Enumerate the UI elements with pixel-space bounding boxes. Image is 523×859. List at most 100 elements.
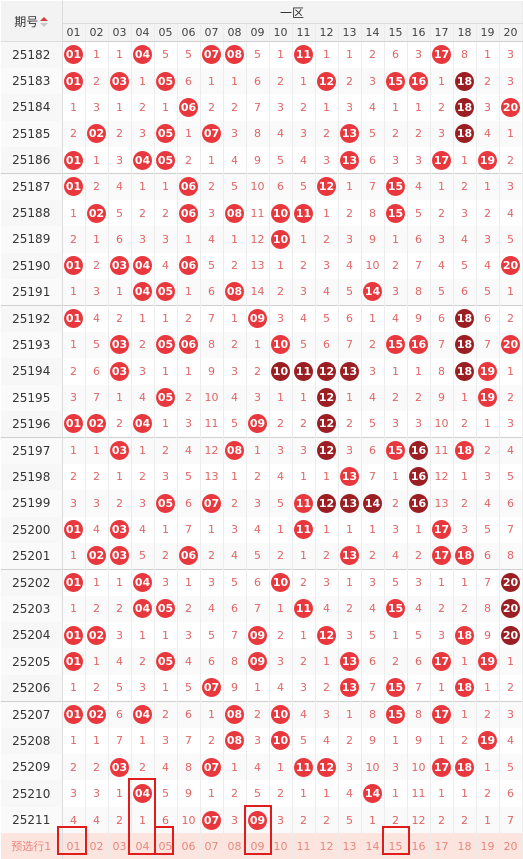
prediction-cell-19[interactable]: 19	[476, 833, 500, 859]
miss-count-cell: 11	[430, 436, 454, 464]
miss-count-cell: 1	[292, 542, 316, 570]
miss-count-cell: 3	[223, 806, 247, 834]
drawn-number-ball: 09	[248, 652, 267, 672]
miss-count-cell: 2	[62, 358, 86, 385]
drawn-number-ball: 12	[317, 71, 336, 91]
miss-count-cell: 1	[85, 727, 109, 755]
miss-count-cell: 4	[62, 806, 86, 834]
drawn-number-cell: 19	[476, 384, 500, 411]
drawn-number-ball: 17	[432, 45, 451, 65]
miss-count-cell: 2	[62, 754, 86, 781]
drawn-number-ball: 10	[271, 203, 290, 223]
miss-count-cell: 9	[476, 622, 500, 649]
prediction-cell-07[interactable]: 07	[200, 833, 224, 859]
drawn-number-ball: 05	[156, 652, 175, 672]
miss-count-cell: 6	[476, 304, 500, 332]
miss-count-cell: 4	[430, 252, 454, 280]
prediction-cell-13[interactable]: 13	[338, 833, 362, 859]
drawn-number-cell: 06	[177, 172, 201, 200]
drawn-number-cell: 04	[131, 568, 155, 596]
prediction-cell-09[interactable]: 09	[246, 833, 270, 859]
prediction-cell-20[interactable]: 20	[499, 833, 523, 859]
column-header-14: 14	[361, 23, 385, 42]
prediction-cell-17[interactable]: 17	[430, 833, 454, 859]
drawn-number-cell: 13	[338, 542, 362, 570]
drawn-number-ball: 01	[64, 414, 83, 434]
miss-count-cell: 6	[177, 700, 201, 728]
prediction-cell-02[interactable]: 02	[85, 833, 109, 859]
prediction-cell-01[interactable]: 01	[62, 833, 86, 859]
miss-count-cell: 4	[499, 199, 523, 227]
drawn-number-ball: 08	[225, 203, 244, 223]
miss-count-cell: 1	[246, 331, 270, 359]
prediction-cell-16[interactable]: 16	[407, 833, 431, 859]
prediction-cell-11[interactable]: 11	[292, 833, 316, 859]
miss-count-cell: 2	[269, 67, 293, 95]
miss-count-cell: 1	[62, 436, 86, 464]
prediction-cell-10[interactable]: 10	[269, 833, 293, 859]
prediction-cell-18[interactable]: 18	[453, 833, 477, 859]
miss-count-cell: 3	[338, 436, 362, 464]
miss-count-cell: 1	[154, 304, 178, 332]
miss-count-cell: 7	[407, 674, 431, 702]
prediction-cell-08[interactable]: 08	[223, 833, 247, 859]
drawn-number-ball: 15	[386, 177, 405, 197]
drawn-number-cell: 16	[407, 436, 431, 464]
miss-count-cell: 1	[131, 304, 155, 332]
drawn-number-cell: 02	[85, 700, 109, 728]
miss-count-cell: 1	[223, 754, 247, 781]
drawn-number-cell: 05	[154, 67, 178, 95]
miss-count-cell: 6	[223, 595, 247, 623]
table-row: 25183 01 2 03 1 05 6 1 1 6 2 1 12 2 3 15 16 1 18 2 3	[1, 67, 523, 95]
drawn-number-cell: 10	[269, 727, 293, 755]
miss-count-cell: 5	[361, 622, 385, 649]
miss-count-cell: 2	[85, 463, 109, 491]
issue-column-header[interactable]: 期号	[1, 1, 63, 42]
drawn-number-cell: 04	[131, 252, 155, 280]
miss-count-cell: 3	[338, 622, 362, 649]
sort-icon[interactable]	[40, 17, 49, 27]
prediction-cell-05[interactable]: 05	[154, 833, 178, 859]
drawn-number-ball: 01	[64, 520, 83, 540]
miss-count-cell: 2	[315, 542, 339, 570]
miss-count-cell: 1	[361, 516, 385, 543]
drawn-number-cell: 07	[200, 806, 224, 834]
drawn-number-ball: 07	[202, 810, 221, 830]
drawn-number-ball: 09	[248, 309, 267, 329]
miss-count-cell: 5	[85, 331, 109, 359]
prediction-cell-04[interactable]: 04	[131, 833, 155, 859]
drawn-number-cell: 20	[499, 595, 523, 623]
column-header-07: 07	[200, 23, 224, 42]
miss-count-cell: 3	[131, 674, 155, 702]
miss-count-cell: 1	[154, 358, 178, 385]
miss-count-cell: 7	[177, 516, 201, 543]
drawn-number-cell: 13	[338, 490, 362, 517]
prediction-cell-03[interactable]: 03	[108, 833, 132, 859]
miss-count-cell: 3	[499, 41, 523, 68]
miss-count-cell: 10	[200, 384, 224, 411]
miss-count-cell: 2	[177, 384, 201, 411]
prediction-cell-12[interactable]: 12	[315, 833, 339, 859]
miss-count-cell: 2	[453, 727, 477, 755]
drawn-number-cell: 01	[62, 172, 86, 200]
table-row: 25194 2 6 03 3 1 1 9 3 2 10 11 12 13 3 1 1 8 18 19 1	[1, 358, 523, 385]
miss-count-cell: 3	[476, 226, 500, 253]
drawn-number-cell: 10	[269, 700, 293, 728]
miss-count-cell: 1	[62, 727, 86, 755]
miss-count-cell: 4	[407, 172, 431, 200]
miss-count-cell: 1	[292, 780, 316, 807]
prediction-cell-14[interactable]: 14	[361, 833, 385, 859]
issue-number: 25198	[1, 463, 63, 491]
prediction-cell-15[interactable]: 15	[384, 833, 408, 859]
column-header-15: 15	[384, 23, 408, 42]
prediction-cell-06[interactable]: 06	[177, 833, 201, 859]
issue-number: 25189	[1, 226, 63, 253]
miss-count-cell: 1	[430, 172, 454, 200]
miss-count-cell: 1	[338, 700, 362, 728]
drawn-number-cell: 05	[154, 595, 178, 623]
miss-count-cell: 2	[338, 595, 362, 623]
miss-count-cell: 3	[154, 226, 178, 253]
repeat-number-ball: 13	[340, 361, 359, 381]
miss-count-cell: 3	[62, 780, 86, 807]
column-header-04: 04	[131, 23, 155, 42]
